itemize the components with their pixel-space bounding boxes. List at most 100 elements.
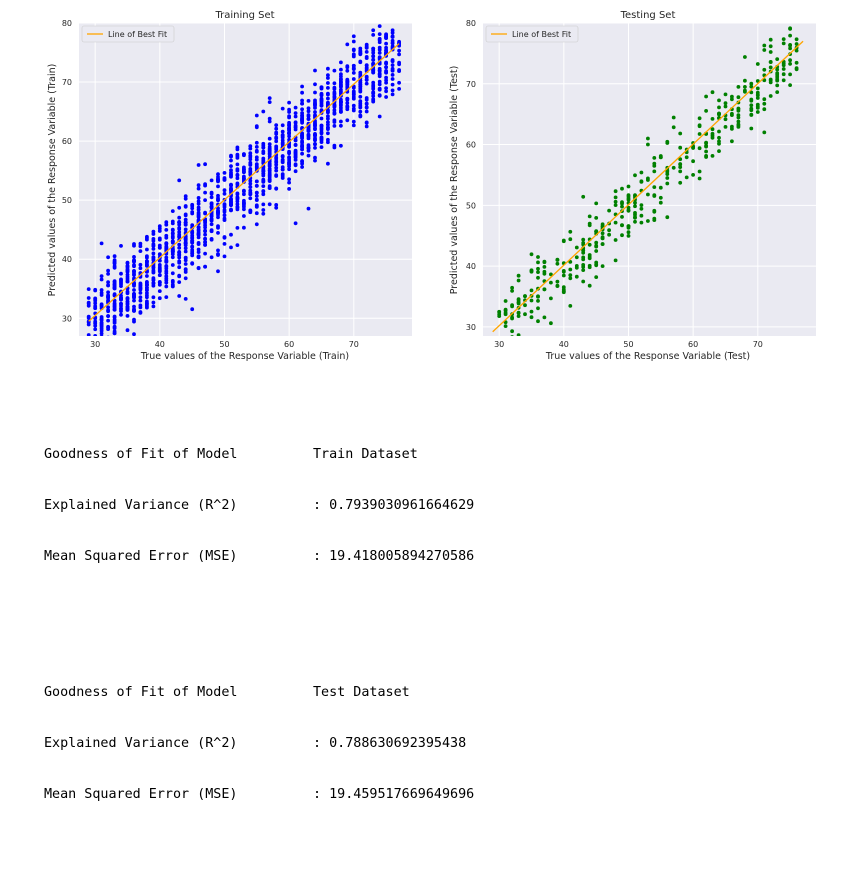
data-point [293,158,298,162]
data-point [267,186,272,190]
data-point [222,188,227,193]
data-point [138,303,143,308]
data-point [112,254,117,259]
data-point [99,288,104,292]
data-point [613,238,618,242]
train-header-label: Goodness of Fit of Model [44,447,238,462]
data-point [730,97,734,102]
data-point [274,162,279,167]
data-point [216,269,220,274]
data-point [106,324,110,329]
data-point [196,183,201,188]
data-point [371,94,376,98]
data-point [529,315,534,320]
data-point [242,174,246,179]
data-point [222,254,227,259]
data-point [510,316,514,321]
data-point [261,211,266,216]
data-point [377,68,382,73]
data-point [138,291,143,295]
data-point [491,356,495,360]
x-tick-label: 50 [623,340,633,349]
data-point [749,103,754,108]
data-point [306,153,311,158]
data-point [536,319,540,324]
data-point [332,85,337,90]
data-point [222,209,227,214]
data-point [151,243,156,248]
data-point [99,277,104,282]
data-point [749,112,754,117]
data-point [358,89,363,94]
data-point [345,118,350,123]
data-point [345,97,350,101]
data-point [652,218,657,223]
data-point [332,81,337,86]
data-point [555,283,560,288]
data-point [132,298,136,303]
data-point [536,306,540,311]
data-point [190,210,195,214]
data-point [319,140,324,145]
data-point [196,247,201,252]
data-point [371,80,376,85]
data-point [561,269,566,273]
data-point [788,72,792,77]
data-point [497,312,502,317]
data-point [775,67,780,72]
data-point [319,136,324,140]
data-point [743,85,747,89]
data-point [125,299,130,304]
data-point [157,229,162,233]
data-point [523,303,527,308]
x-tick-label: 70 [349,340,359,349]
data-point [717,129,721,134]
data-point [86,333,91,336]
data-point [267,96,272,100]
data-point [358,59,363,64]
data-point [99,291,104,295]
data-point [287,134,291,139]
training-set-chart: Training Set True values of the Response… [47,10,412,362]
data-point [145,283,149,287]
legend-box [485,25,579,43]
data-point [145,288,149,292]
data-point [112,261,117,265]
data-point [697,123,702,128]
data-point [229,164,233,169]
data-point [319,96,324,101]
data-point [561,285,566,290]
data-point [516,311,521,315]
data-point [170,246,175,251]
data-point [730,139,734,144]
data-point [351,52,356,57]
data-point [248,157,253,162]
data-point [145,259,149,264]
data-point [723,125,728,129]
data-point [723,92,728,97]
data-point [183,194,188,199]
data-point [119,312,123,317]
data-point [196,186,201,191]
data-point [775,57,780,61]
data-point [358,46,363,51]
data-point [254,140,259,145]
data-point [587,256,592,261]
data-point [138,249,143,254]
data-point [274,205,279,210]
data-point [762,130,767,135]
data-point [704,109,708,113]
data-point [319,145,324,150]
data-point [293,120,298,125]
data-point [203,243,208,247]
train-mse-label: Mean Squared Error (MSE) [44,549,238,564]
scatter-series [491,26,799,360]
data-point [497,351,501,355]
data-point [267,172,272,177]
data-point [391,18,395,22]
data-point [235,196,240,200]
data-point [86,301,91,306]
data-point [106,305,110,310]
data-point [306,127,311,132]
data-point [326,120,330,124]
